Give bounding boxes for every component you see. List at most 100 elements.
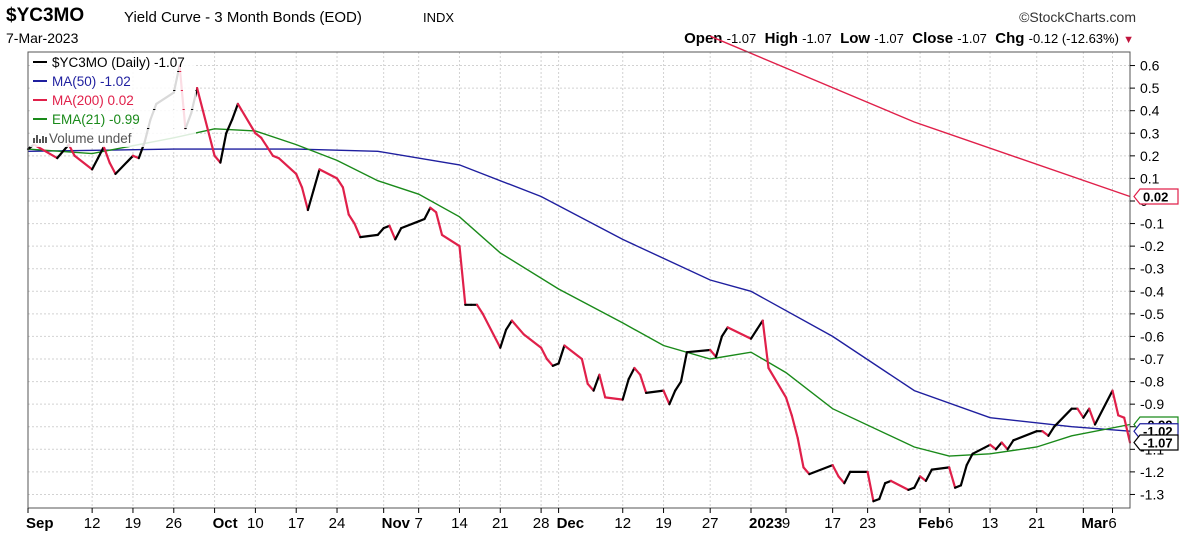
y-tick-label: 0.6 — [1140, 58, 1160, 74]
price-segment — [796, 436, 805, 469]
price-segment — [959, 464, 968, 487]
price-segment — [843, 470, 852, 485]
price-segment — [90, 157, 100, 171]
price-segment — [621, 378, 630, 401]
price-segment — [178, 64, 187, 130]
x-tick-label: 21 — [1028, 515, 1045, 532]
x-tick-label: 24 — [329, 515, 346, 532]
legend-label: Volume undef — [49, 131, 132, 146]
y-tick-label: -0.1 — [1140, 216, 1164, 232]
price-segment — [1082, 407, 1091, 419]
axis-layer: 0.6 0.5 0.4 0.3 0.2 0.1 0 -0.1 -0.2 -0.3 -0.4 -0.5 -… — [26, 58, 1164, 532]
y-tick-label: -0.9 — [1140, 396, 1164, 412]
chg-label: Chg — [995, 30, 1025, 47]
price-segment — [481, 312, 502, 349]
price-segment — [231, 102, 239, 121]
x-tick-label: 2023 — [749, 515, 782, 532]
price-segment — [1088, 407, 1097, 426]
price-segment — [557, 344, 566, 365]
volume-bar-glyph — [45, 137, 47, 143]
volume-bars-icon — [33, 135, 47, 143]
price-segment — [878, 482, 887, 501]
x-tick-label: 7 — [414, 515, 422, 532]
y-tick-label: -0.8 — [1140, 374, 1164, 390]
value-tag-label: -1.07 — [1143, 436, 1173, 451]
price-segment — [499, 328, 508, 349]
series-line-ma-200 — [709, 35, 1131, 198]
low-label: Low — [840, 30, 871, 47]
price-segment — [353, 222, 362, 239]
price-segment — [73, 154, 94, 171]
volume-bar-glyph — [33, 138, 35, 143]
x-tick-label: 6 — [945, 515, 953, 532]
price-segment — [236, 102, 257, 135]
y-tick-label: -0.4 — [1140, 283, 1164, 299]
y-tick-label: -0.7 — [1140, 351, 1164, 367]
price-segment — [341, 186, 350, 216]
legend-backdrop — [30, 53, 196, 71]
price-segment — [277, 157, 298, 175]
x-tick-label: 28 — [533, 515, 550, 532]
x-tick-label: Mar — [1081, 515, 1108, 532]
down-triangle-icon: ▼ — [1123, 34, 1134, 46]
x-tick-label: Feb — [918, 515, 945, 532]
y-tick-label: -1.1 — [1140, 441, 1164, 457]
volume-bar-glyph — [42, 136, 44, 143]
price-segment — [639, 373, 648, 394]
price-segment — [837, 475, 846, 485]
price-segment — [714, 335, 724, 358]
value-tag-label: 0.02 — [1143, 189, 1168, 204]
price-segment — [382, 224, 391, 230]
price-segment — [32, 143, 59, 160]
legend-backdrop — [30, 91, 196, 109]
price-segment — [359, 233, 379, 239]
price-segment — [924, 468, 933, 482]
price-segment — [1000, 441, 1009, 451]
y-tick-label: -1.2 — [1140, 464, 1164, 480]
x-tick-label: 23 — [859, 515, 876, 532]
x-tick-label: 6 — [1108, 515, 1116, 532]
price-segment — [475, 303, 484, 315]
price-segment — [1093, 389, 1114, 426]
legend-backdrop — [30, 110, 196, 128]
price-segment — [1076, 407, 1085, 419]
y-tick-label: 0.2 — [1140, 148, 1160, 164]
price-segment — [988, 443, 998, 451]
price-segment — [633, 366, 642, 376]
symbol-title: $YC3MO — [6, 5, 85, 26]
x-tick-label: 12 — [84, 515, 101, 532]
x-tick-label: 13 — [982, 515, 999, 532]
price-segment — [948, 466, 957, 489]
value-tags: 0.02 -0.99-1.02-1.07 — [1133, 188, 1179, 451]
price-segment — [196, 86, 216, 157]
x-tick-label: 27 — [702, 515, 719, 532]
legend-backdrop — [30, 72, 196, 90]
value-tag-box — [1133, 423, 1179, 440]
price-segment — [510, 319, 525, 336]
x-tick-label: 9 — [782, 515, 790, 532]
chg-value: -0.12 (-12.63%) — [1028, 31, 1119, 46]
price-segment — [592, 373, 601, 392]
y-tick-label: -0.6 — [1140, 328, 1164, 344]
y-tick-label: 0.4 — [1140, 103, 1160, 119]
price-segment — [172, 64, 181, 94]
price-segment — [953, 484, 963, 489]
price-segment — [907, 486, 916, 491]
price-segment — [668, 389, 677, 406]
series-line-ema-21 — [27, 128, 1131, 457]
y-tick-label: -0.2 — [1140, 238, 1164, 254]
legend-label: $YC3MO (Daily) -1.07 — [52, 55, 185, 70]
price-segment — [913, 475, 922, 489]
price-segment — [545, 357, 554, 367]
x-tick-label: 19 — [655, 515, 672, 532]
price-segment — [563, 344, 584, 361]
price-segment — [720, 326, 729, 338]
plot-border — [27, 51, 1131, 509]
price-segment — [435, 211, 444, 236]
y-tick-label: 0.5 — [1140, 80, 1160, 96]
price-segment — [505, 319, 513, 331]
price-segment — [872, 497, 881, 503]
price-segment — [271, 154, 280, 160]
close-label: Close — [912, 30, 954, 47]
